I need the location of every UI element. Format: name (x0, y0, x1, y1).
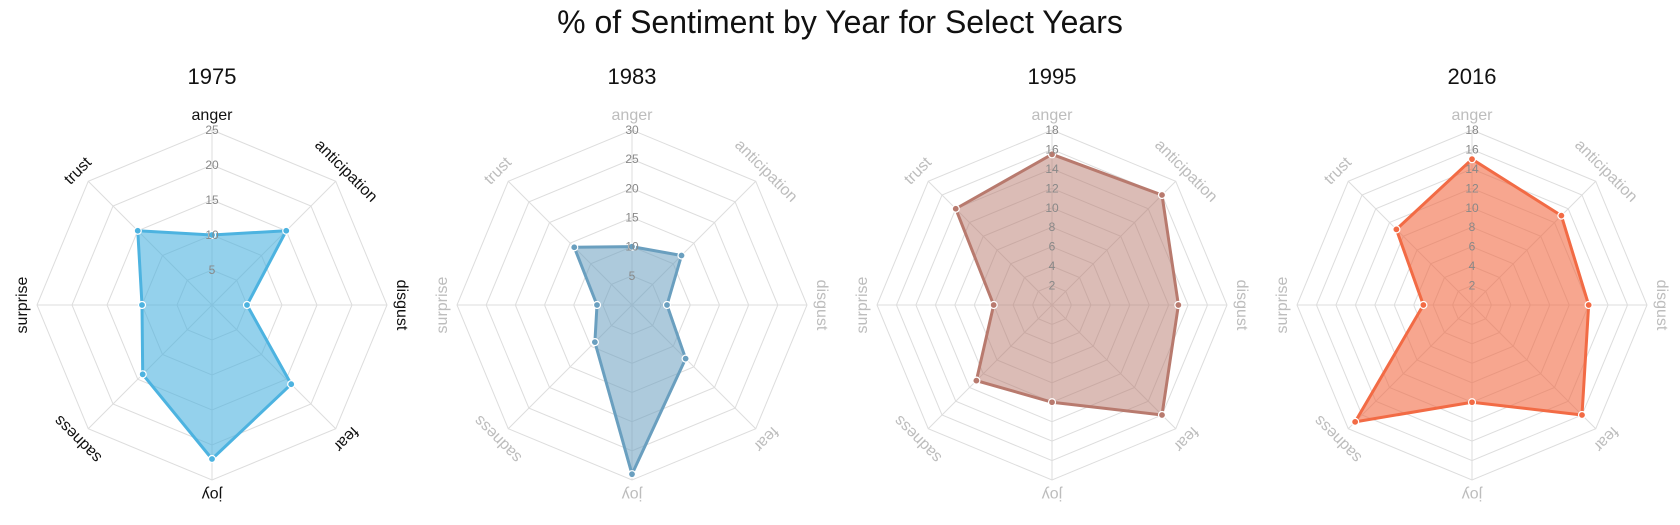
tick-label: 4 (1049, 259, 1056, 273)
axis-label-disgust: disgust (1653, 280, 1670, 331)
data-point (207, 230, 217, 240)
data-point (681, 354, 690, 363)
data-point (592, 300, 602, 310)
tick-label: 12 (1045, 181, 1059, 195)
data-point (989, 300, 998, 310)
axis-label-surprise: surprise (1274, 276, 1291, 333)
tick-label: 5 (629, 269, 636, 283)
axis-label-anger: anger (1452, 107, 1494, 124)
radar-panel-1995: 199524681012141618angeranticipationdisgu… (854, 64, 1250, 503)
panel-title: 1995 (1028, 64, 1077, 89)
axis-label-anger: anger (192, 107, 234, 124)
axis-label-surprise: surprise (434, 276, 451, 333)
axis-label-disgust: disgust (813, 280, 830, 331)
tick-label: 20 (625, 181, 639, 195)
data-point (1351, 417, 1360, 426)
data-point (1557, 211, 1566, 220)
axis-label-anger: anger (1032, 107, 1074, 124)
tick-label: 18 (1045, 123, 1059, 137)
data-point (137, 300, 147, 310)
data-point (207, 454, 217, 464)
data-point (951, 204, 960, 213)
axis-label-anger: anger (612, 107, 654, 124)
axis-label-surprise: surprise (14, 276, 31, 333)
axis-label-joy: joy (202, 486, 223, 503)
tick-label: 30 (625, 123, 639, 137)
tick-label: 16 (1045, 142, 1059, 156)
data-point (1047, 398, 1057, 407)
data-point (1577, 410, 1587, 420)
axis-label-disgust: disgust (393, 280, 410, 331)
data-point (1467, 155, 1477, 164)
radar-panel-1983: 198351015202530angeranticipationdisgustf… (434, 64, 830, 503)
data-point (972, 376, 981, 385)
tick-label: 6 (1469, 240, 1476, 254)
radar-panel-2016: 201624681012141618angeranticipationdisgu… (1274, 64, 1670, 503)
tick-label: 10 (1465, 201, 1479, 215)
axis-label-joy: joy (1462, 486, 1483, 503)
data-point (1157, 410, 1167, 420)
tick-label: 10 (205, 228, 219, 242)
data-point (1584, 300, 1593, 310)
data-point (627, 242, 637, 251)
panel-title: 1983 (608, 64, 657, 89)
axis-label-joy: joy (622, 486, 643, 503)
tick-label: 2 (1469, 279, 1476, 293)
tick-label: 8 (1049, 220, 1056, 234)
data-point (133, 226, 142, 235)
data-point (590, 338, 599, 347)
tick-label: 2 (1049, 279, 1056, 293)
data-point (1419, 300, 1428, 310)
tick-label: 10 (1045, 201, 1059, 215)
tick-label: 12 (1465, 181, 1479, 195)
data-point (1174, 300, 1183, 310)
data-point (282, 226, 291, 235)
data-point (1467, 398, 1477, 407)
tick-label: 25 (205, 123, 219, 137)
tick-label: 14 (1465, 162, 1479, 176)
tick-label: 8 (1469, 220, 1476, 234)
tick-label: 14 (1045, 162, 1059, 176)
tick-label: 20 (205, 158, 219, 172)
tick-label: 18 (1465, 123, 1479, 137)
series-area (954, 152, 1180, 417)
tick-label: 25 (625, 152, 639, 166)
panel-title: 2016 (1448, 64, 1497, 89)
panel-title: 1975 (188, 64, 237, 89)
tick-label: 15 (625, 211, 639, 225)
data-point (627, 470, 637, 479)
tick-label: 4 (1469, 259, 1476, 273)
axis-label-disgust: disgust (1233, 280, 1250, 331)
data-point (138, 370, 147, 379)
tick-label: 15 (205, 193, 219, 207)
data-point (1047, 150, 1057, 159)
data-point (1392, 225, 1401, 234)
data-point (570, 243, 579, 252)
data-point (242, 300, 252, 310)
data-point (1157, 190, 1167, 200)
tick-label: 16 (1465, 142, 1479, 156)
tick-label: 6 (1049, 240, 1056, 254)
data-point (662, 300, 672, 310)
tick-label: 10 (625, 240, 639, 254)
axis-label-surprise: surprise (854, 276, 871, 333)
tick-label: 5 (209, 263, 216, 277)
data-point (677, 251, 686, 260)
radar-panel-1975: 1975510152025angeranticipationdisgustfea… (14, 64, 410, 503)
chart-main-title: % of Sentiment by Year for Select Years (557, 4, 1123, 40)
data-point (287, 380, 296, 389)
axis-label-joy: joy (1042, 486, 1063, 503)
